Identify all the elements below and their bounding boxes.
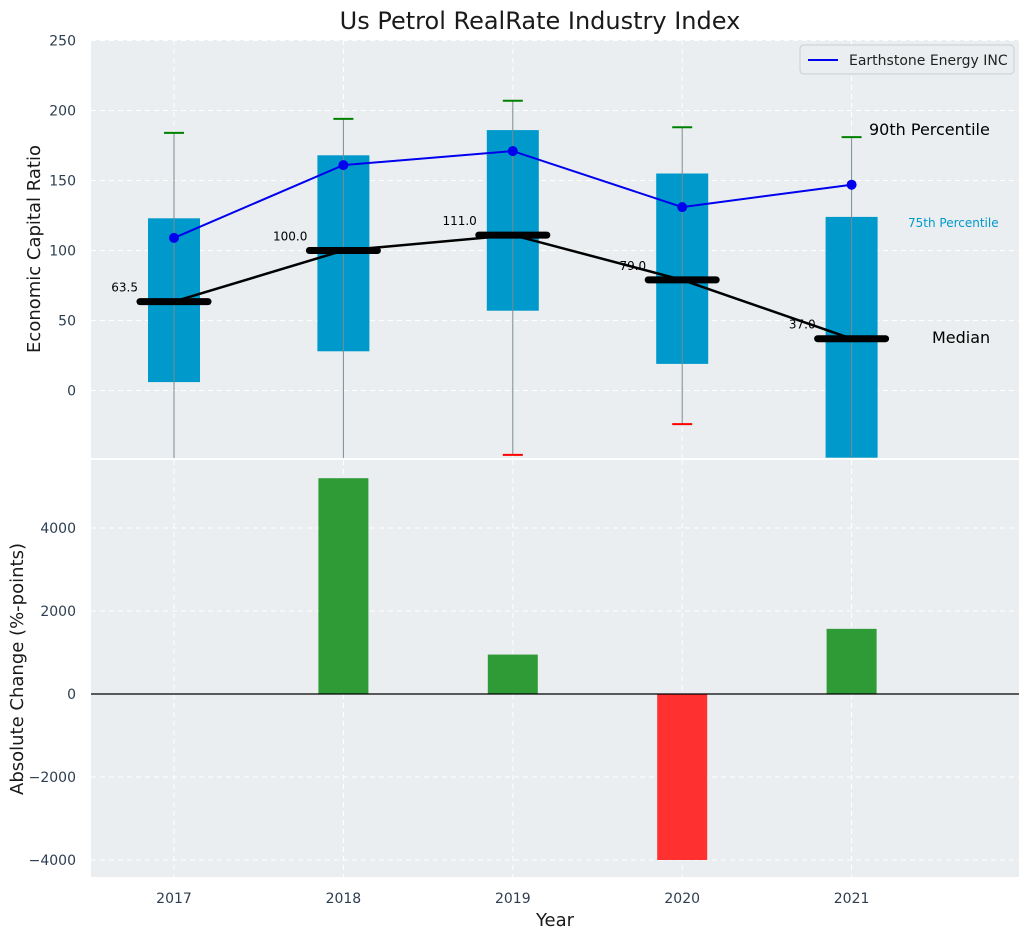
top-lines bbox=[136, 146, 890, 343]
bottom-y-tick-label: 4000 bbox=[40, 521, 76, 537]
change-bar bbox=[657, 694, 708, 860]
change-bar bbox=[318, 478, 369, 694]
median-value-label: 37.0 bbox=[789, 318, 816, 332]
bottom-y-tick-label: −4000 bbox=[29, 853, 76, 869]
series-point bbox=[677, 202, 688, 213]
x-tick-label: 2021 bbox=[834, 891, 870, 907]
top-y-ticks: 0 50 100 150 200 250 bbox=[49, 34, 76, 400]
x-ticks: 2017 2018 2019 2020 2021 bbox=[156, 891, 869, 907]
top-panel-background bbox=[91, 40, 1019, 458]
series-point bbox=[846, 179, 857, 190]
x-tick-label: 2020 bbox=[664, 891, 700, 907]
median-value-label: 100.0 bbox=[273, 230, 307, 244]
bottom-y-tick-label: −2000 bbox=[29, 770, 76, 786]
median-annotation: Median bbox=[932, 328, 990, 347]
top-y-tick-label: 250 bbox=[49, 34, 76, 50]
bottom-y-axis-label: Absolute Change (%-points) bbox=[7, 543, 28, 795]
top-y-tick-label: 150 bbox=[49, 174, 76, 190]
bottom-panel: −4000 −2000 0 2000 4000 2017 2018 2019 2020 2021… bbox=[7, 460, 1019, 931]
median-value-label: 63.5 bbox=[111, 281, 138, 295]
median-value-label: 111.0 bbox=[442, 214, 476, 228]
change-bar bbox=[487, 654, 538, 694]
legend-box bbox=[799, 44, 1015, 75]
x-axis-label: Year bbox=[535, 910, 575, 931]
legend-label: Earthstone Energy INC bbox=[849, 53, 1008, 69]
top-y-tick-label: 200 bbox=[49, 104, 76, 120]
top-y-tick-label: 50 bbox=[58, 314, 76, 330]
top-y-axis-label: Economic Capital Ratio bbox=[24, 145, 45, 353]
p75-annotation: 75th Percentile bbox=[908, 216, 999, 230]
change-bars bbox=[91, 478, 1019, 860]
x-tick-label: 2018 bbox=[326, 891, 362, 907]
x-tick-label: 2019 bbox=[495, 891, 531, 907]
chart-title: Us Petrol RealRate Industry Index bbox=[340, 7, 741, 35]
bottom-y-tick-label: 2000 bbox=[40, 604, 76, 620]
series-point bbox=[169, 232, 179, 243]
median-labels: 63.5 100.0 111.0 79.0 37.0 bbox=[111, 214, 815, 332]
series-point bbox=[507, 146, 518, 157]
top-y-tick-label: 0 bbox=[67, 384, 76, 400]
top-panel: 0 50 100 150 200 250 63.5 100.0 111.0 79.0 37.0 E… bbox=[24, 34, 1019, 458]
legend: Earthstone Energy INC bbox=[799, 44, 1015, 75]
bottom-y-tick-label: 0 bbox=[67, 687, 76, 703]
bottom-y-ticks: −4000 −2000 0 2000 4000 bbox=[29, 521, 76, 869]
top-y-tick-label: 100 bbox=[49, 244, 76, 260]
series-point bbox=[338, 160, 349, 171]
p90-annotation: 90th Percentile bbox=[869, 120, 990, 139]
bottom-panel-background bbox=[91, 460, 1019, 877]
x-tick-label: 2017 bbox=[156, 891, 192, 907]
median-value-label: 79.0 bbox=[619, 259, 646, 273]
change-bar bbox=[826, 628, 877, 694]
